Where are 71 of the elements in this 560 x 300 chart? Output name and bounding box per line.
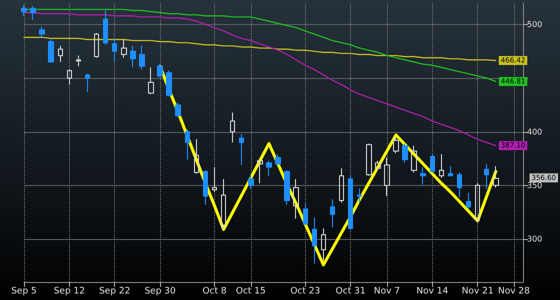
candlestick xyxy=(330,198,335,228)
candlestick xyxy=(85,73,90,93)
candlestick xyxy=(339,168,344,204)
candlestick xyxy=(457,172,462,198)
line-series xyxy=(23,12,496,146)
candlestick xyxy=(48,38,54,63)
candlestick xyxy=(21,4,27,16)
candlestick xyxy=(275,154,281,166)
candlestick xyxy=(185,129,190,160)
x-tick-label: Sep 5 xyxy=(11,286,37,296)
candlestick xyxy=(475,182,480,222)
candlestick xyxy=(420,166,426,185)
candlestick xyxy=(230,112,235,143)
x-tick-label: Sep 22 xyxy=(99,286,130,296)
candlestick xyxy=(357,188,362,204)
candlestick xyxy=(439,154,444,178)
candlestick xyxy=(266,160,272,176)
y-tick-label: 350 xyxy=(527,180,542,190)
candlestick xyxy=(39,26,45,38)
x-tick-label: Oct 15 xyxy=(236,286,266,296)
y-tick-label: 400 xyxy=(527,127,542,136)
candlestick xyxy=(257,159,263,184)
candlestick xyxy=(402,143,408,164)
candlestick xyxy=(248,174,254,190)
candlestick xyxy=(30,6,36,21)
x-tick-label: Nov 7 xyxy=(374,286,400,296)
candlestick xyxy=(466,192,471,210)
candlestick xyxy=(284,170,290,206)
x-tick-label: Oct 23 xyxy=(290,286,320,296)
candlestick xyxy=(484,163,489,190)
candlestick xyxy=(430,154,435,174)
candlestick xyxy=(58,45,63,63)
candlestick xyxy=(103,10,108,46)
candlestick xyxy=(194,138,199,174)
line-series xyxy=(23,36,496,62)
candlestick xyxy=(130,45,136,68)
x-tick-label: Nov 21 xyxy=(462,286,494,296)
candlestick xyxy=(303,203,308,226)
candlestick xyxy=(321,228,326,262)
candlestick xyxy=(166,70,172,97)
candlestick xyxy=(76,55,81,67)
x-tick-label: Sep 12 xyxy=(54,286,86,296)
candlestick xyxy=(112,38,117,63)
x-tick-label: Oct 31 xyxy=(336,286,366,296)
candlestick xyxy=(239,133,244,166)
candlestick xyxy=(139,45,145,70)
candlestick xyxy=(448,166,453,176)
y-tick-label: 500 xyxy=(527,20,542,29)
candlestick xyxy=(121,38,127,58)
candlestick xyxy=(375,160,381,170)
candlestick xyxy=(384,157,390,197)
candlestick xyxy=(393,136,399,154)
candlestick xyxy=(67,69,72,86)
x-tick-label: Nov 28 xyxy=(498,286,530,296)
y-tick-label: 300 xyxy=(527,234,542,244)
x-tick-label: Nov 14 xyxy=(416,286,448,296)
candlestick xyxy=(348,175,353,230)
candlestick xyxy=(366,143,372,176)
candlestick xyxy=(94,32,99,58)
candlestick xyxy=(293,178,299,220)
candlestick xyxy=(203,170,208,206)
candlestick xyxy=(212,166,217,192)
candlestick xyxy=(493,166,499,188)
candlestick xyxy=(312,217,317,264)
candlestick xyxy=(221,178,226,230)
x-tick-label: Oct 8 xyxy=(202,286,227,296)
candlestick xyxy=(157,64,163,78)
candlestick xyxy=(148,66,154,95)
x-tick-label: Sep 30 xyxy=(144,286,176,296)
candlestick xyxy=(411,145,417,174)
candlestick xyxy=(175,102,181,118)
